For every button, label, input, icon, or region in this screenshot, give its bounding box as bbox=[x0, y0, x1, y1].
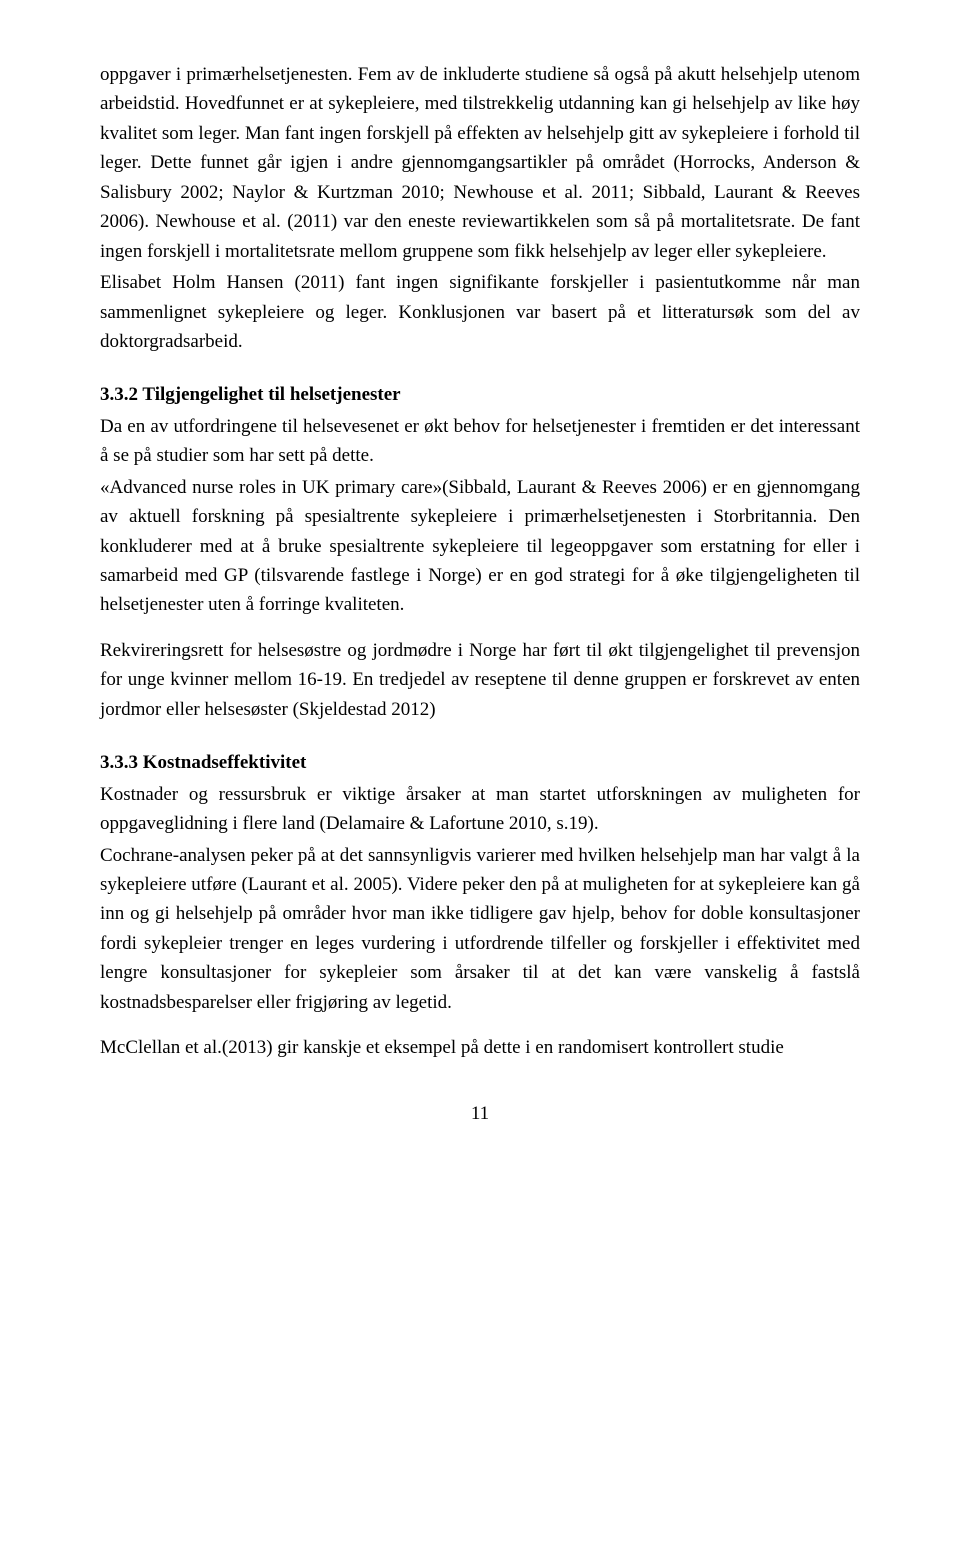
spacer bbox=[100, 1019, 860, 1033]
paragraph-4: «Advanced nurse roles in UK primary care… bbox=[100, 473, 860, 620]
section-heading-333: 3.3.3 Kostnadseffektivitet bbox=[100, 748, 860, 777]
paragraph-6: Kostnader og ressursbruk er viktige årsa… bbox=[100, 780, 860, 839]
section-heading-332: 3.3.2 Tilgjengelighet til helsetjenester bbox=[100, 380, 860, 409]
paragraph-5: Rekvireringsrett for helsesøstre og jord… bbox=[100, 636, 860, 724]
paragraph-8: McClellan et al.(2013) gir kanskje et ek… bbox=[100, 1033, 860, 1062]
document-page: oppgaver i primærhelsetjenesten. Fem av … bbox=[0, 0, 960, 1165]
paragraph-1: oppgaver i primærhelsetjenesten. Fem av … bbox=[100, 60, 860, 266]
page-number: 11 bbox=[100, 1103, 860, 1125]
paragraph-3: Da en av utfordringene til helsevesenet … bbox=[100, 412, 860, 471]
paragraph-2: Elisabet Holm Hansen (2011) fant ingen s… bbox=[100, 268, 860, 356]
spacer bbox=[100, 622, 860, 636]
paragraph-7: Cochrane-analysen peker på at det sannsy… bbox=[100, 841, 860, 1018]
